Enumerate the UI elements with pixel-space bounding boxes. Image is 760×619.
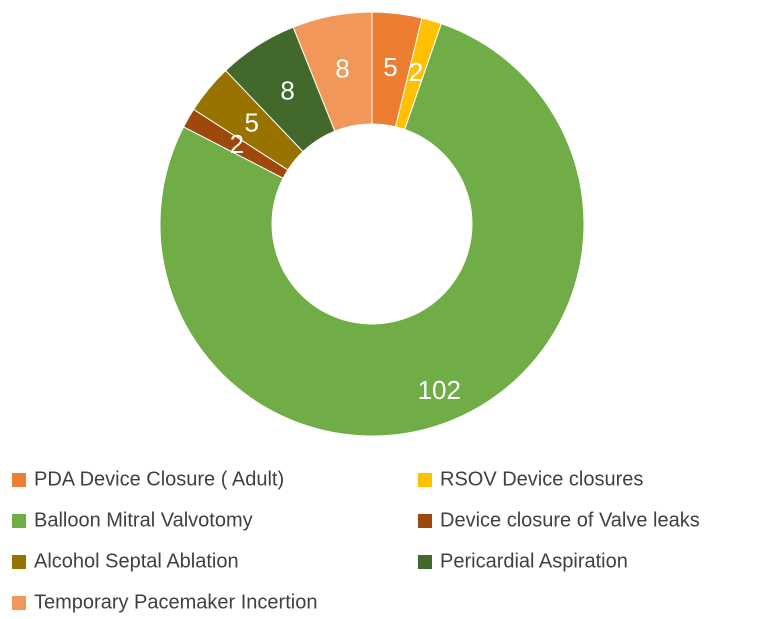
legend-label: PDA Device Closure ( Adult) (34, 468, 284, 490)
legend-label: RSOV Device closures (440, 468, 643, 490)
value-label: 5 (244, 108, 258, 138)
legend-swatch (12, 555, 26, 569)
legend-label: Temporary Pacemaker Incertion (34, 591, 317, 613)
legend-label: Device closure of Valve leaks (440, 509, 700, 531)
donut-slice (159, 23, 585, 437)
legend-swatch (12, 473, 26, 487)
legend-swatch (12, 596, 26, 610)
value-label: 8 (335, 54, 349, 84)
value-label: 102 (418, 375, 461, 405)
legend-label: Balloon Mitral Valvotomy (34, 509, 253, 531)
legend-swatch (418, 514, 432, 528)
value-label: 2 (230, 129, 244, 159)
legend-label: Alcohol Septal Ablation (34, 550, 239, 572)
legend-swatch (418, 473, 432, 487)
legend-swatch (418, 555, 432, 569)
value-label: 8 (280, 76, 294, 106)
donut-slice (292, 11, 373, 132)
legend-swatch (12, 514, 26, 528)
legend-label: Pericardial Aspiration (440, 550, 628, 572)
value-label: 2 (409, 57, 423, 87)
value-label: 5 (383, 52, 397, 82)
